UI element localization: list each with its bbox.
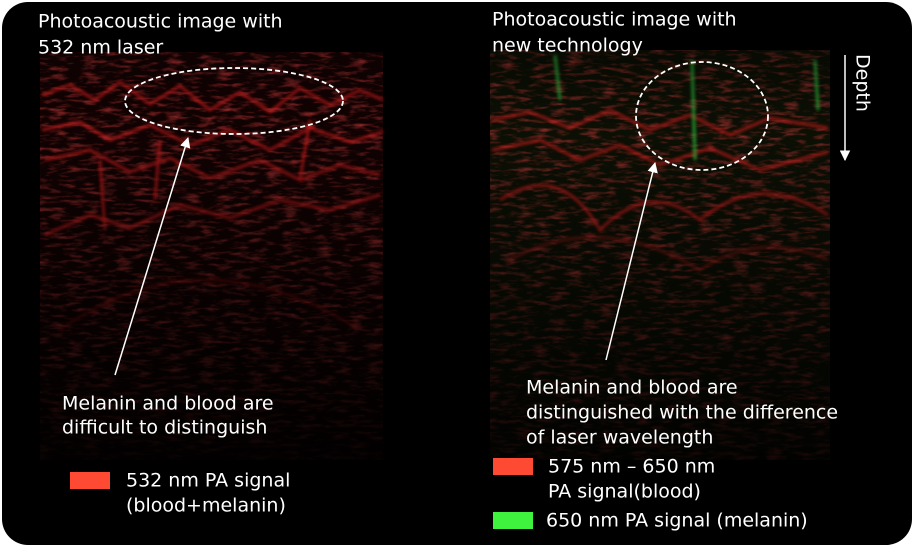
annotation: Melanin and blood are xyxy=(62,393,274,415)
annotation: Melanin and blood are xyxy=(526,377,738,399)
panel-title: Photoacoustic image with xyxy=(492,9,737,31)
legend-label: (blood+melanin) xyxy=(126,495,286,517)
legend-swatch xyxy=(493,458,533,475)
arrow xyxy=(114,136,191,376)
highlight-ellipse xyxy=(124,67,344,135)
legend-label: 532 nm PA signal xyxy=(126,470,290,492)
annotation: distinguished with the difference xyxy=(526,402,838,424)
right-image xyxy=(490,50,830,460)
highlight-ellipse xyxy=(635,61,769,171)
axis-label: Depth xyxy=(852,54,874,112)
panel-title: new technology xyxy=(492,35,643,57)
legend-label: 650 nm PA signal (melanin) xyxy=(546,510,808,532)
left-image xyxy=(40,52,384,460)
legend-label: PA signal(blood) xyxy=(548,481,701,503)
arrow xyxy=(605,161,658,361)
legend-swatch xyxy=(70,472,110,489)
annotation: of laser wavelength xyxy=(526,427,713,449)
legend-swatch xyxy=(493,512,533,529)
panel-title: 532 nm laser xyxy=(38,37,163,59)
annotation: difficult to distinguish xyxy=(62,417,267,439)
legend-label: 575 nm – 650 nm xyxy=(548,456,715,478)
panel-title: Photoacoustic image with xyxy=(38,11,283,33)
